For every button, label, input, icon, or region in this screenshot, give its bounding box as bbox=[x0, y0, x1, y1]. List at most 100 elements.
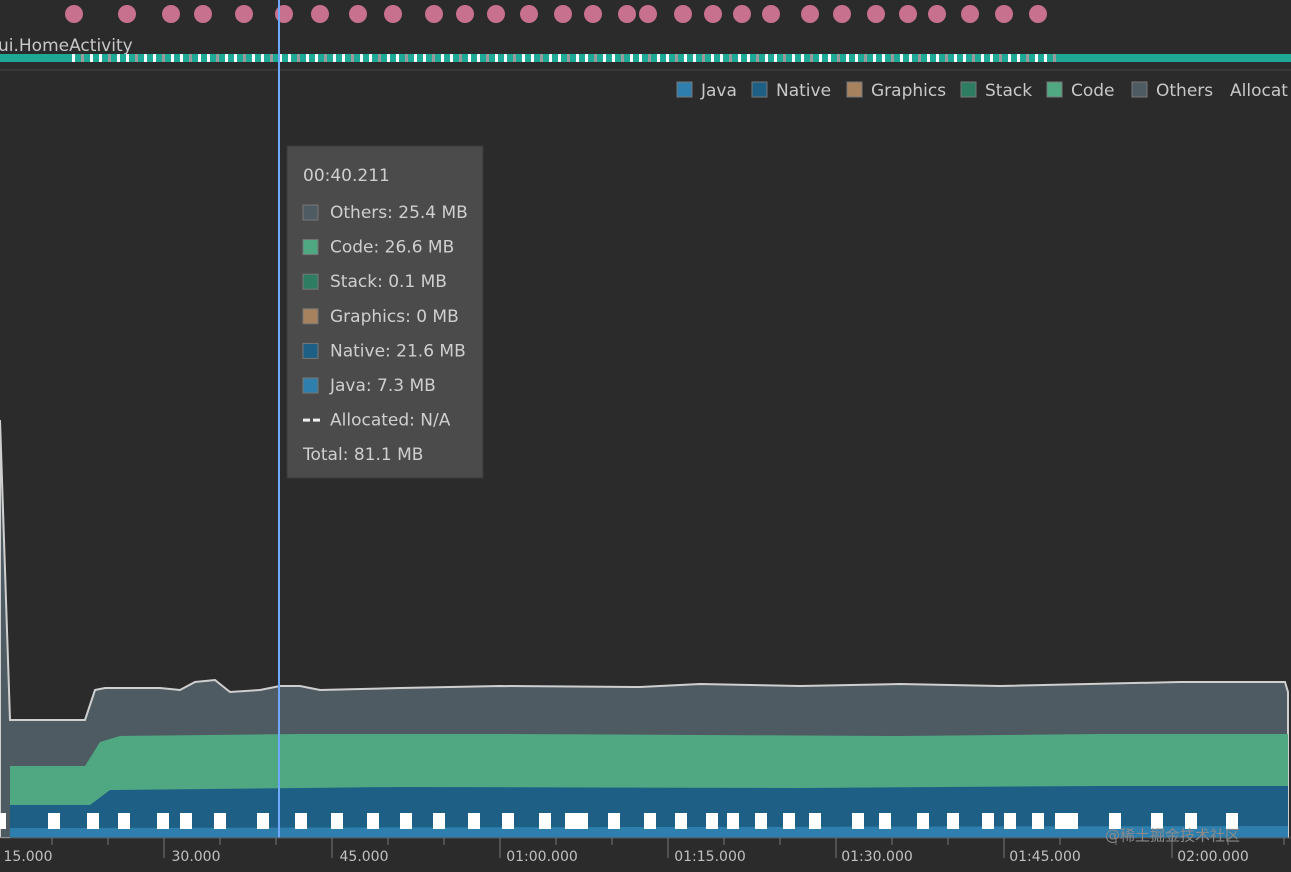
tooltip-swatch bbox=[302, 273, 319, 290]
legend-label: Graphics bbox=[871, 81, 946, 101]
event-dot bbox=[704, 5, 722, 23]
event-dot bbox=[961, 5, 979, 23]
legend-swatch bbox=[1131, 81, 1148, 98]
axis-labels: 15.000 30.000 45.000 01:00.000 01:15.000 01:3… bbox=[4, 838, 1285, 865]
activity-tick bbox=[108, 54, 111, 62]
gc-icon bbox=[675, 813, 687, 829]
activity-tick bbox=[1008, 54, 1011, 62]
activity-tick bbox=[828, 54, 831, 62]
activity-tick bbox=[378, 54, 381, 62]
time-axis bbox=[0, 838, 1291, 872]
gc-icon bbox=[644, 813, 656, 829]
tooltip-line: Java: 7.3 MB bbox=[329, 376, 436, 396]
gc-icon bbox=[118, 813, 130, 829]
event-dot bbox=[425, 5, 443, 23]
legend-label: Others bbox=[1156, 81, 1213, 101]
gc-icon bbox=[576, 813, 588, 829]
event-dot bbox=[899, 5, 917, 23]
legend-swatch bbox=[751, 81, 768, 98]
activity-tick bbox=[954, 54, 957, 62]
axis-label: 45.000 bbox=[340, 849, 389, 865]
activity-tick bbox=[639, 54, 642, 62]
activity-tick bbox=[540, 54, 543, 62]
activity-tick bbox=[738, 54, 741, 62]
legend-label: Java bbox=[700, 81, 737, 101]
gc-icon bbox=[879, 813, 891, 829]
activity-tick bbox=[396, 54, 399, 62]
activity-tick bbox=[459, 54, 462, 62]
activity-tick bbox=[1044, 54, 1047, 62]
gc-icon bbox=[1055, 813, 1067, 829]
activity-tick bbox=[351, 54, 354, 62]
event-dot bbox=[995, 5, 1013, 23]
legend: Java Native Graphics Stack Code Others Allocat bbox=[676, 81, 1288, 101]
activity-tick bbox=[810, 54, 813, 62]
gc-icon bbox=[727, 813, 739, 829]
gc-icon bbox=[809, 813, 821, 829]
activity-tick bbox=[216, 54, 219, 62]
activity-tick bbox=[90, 54, 93, 62]
gc-icon bbox=[982, 813, 994, 829]
activity-tick bbox=[342, 54, 345, 62]
gc-icon bbox=[214, 813, 226, 829]
activity-tick bbox=[693, 54, 696, 62]
event-dot bbox=[733, 5, 751, 23]
activity-tick bbox=[1017, 54, 1020, 62]
activity-tick bbox=[666, 54, 669, 62]
activity-tick bbox=[270, 54, 273, 62]
gc-icon bbox=[295, 813, 307, 829]
activity-tick bbox=[477, 54, 480, 62]
activity-tick bbox=[1053, 54, 1056, 62]
activity-tick bbox=[684, 54, 687, 62]
tooltip-line: Native: 21.6 MB bbox=[330, 341, 466, 361]
event-dot bbox=[762, 5, 780, 23]
gc-icon bbox=[1226, 813, 1238, 829]
activity-tick bbox=[801, 54, 804, 62]
activity-label: ui.HomeActivity bbox=[0, 36, 133, 56]
activity-tick bbox=[450, 54, 453, 62]
tooltip-swatch bbox=[302, 239, 319, 256]
event-dot bbox=[456, 5, 474, 23]
axis-label: 30.000 bbox=[172, 849, 221, 865]
activity-bar bbox=[0, 54, 1291, 62]
event-dot bbox=[618, 5, 636, 23]
tooltip-line: Graphics: 0 MB bbox=[330, 307, 459, 327]
gc-icon bbox=[468, 813, 480, 829]
activity-tick bbox=[900, 54, 903, 62]
gc-icon bbox=[917, 813, 929, 829]
axis-label: 01:30.000 bbox=[841, 849, 913, 865]
axis-label: 01:15.000 bbox=[674, 849, 746, 865]
activity-tick bbox=[522, 54, 525, 62]
activity-tick bbox=[837, 54, 840, 62]
activity-tick bbox=[324, 54, 327, 62]
activity-tick bbox=[774, 54, 777, 62]
activity-tick bbox=[513, 54, 516, 62]
activity-tick bbox=[945, 54, 948, 62]
activity-tick bbox=[657, 54, 660, 62]
gc-icon bbox=[539, 813, 551, 829]
event-dot bbox=[118, 5, 136, 23]
gc-icon bbox=[1004, 813, 1016, 829]
activity-tick bbox=[567, 54, 570, 62]
activity-tick bbox=[729, 54, 732, 62]
activity-tick bbox=[918, 54, 921, 62]
tooltip-time: 00:40.211 bbox=[303, 166, 390, 186]
gc-icon bbox=[1066, 813, 1078, 829]
activity-tick bbox=[360, 54, 363, 62]
java-area bbox=[10, 826, 1288, 838]
gc-icon bbox=[87, 813, 99, 829]
activity-tick bbox=[711, 54, 714, 62]
activity-tick bbox=[549, 54, 552, 62]
activity-tick bbox=[189, 54, 192, 62]
gc-icon bbox=[367, 813, 379, 829]
activity-tick bbox=[252, 54, 255, 62]
activity-tick bbox=[990, 54, 993, 62]
event-dot bbox=[349, 5, 367, 23]
legend-label: Allocat bbox=[1230, 81, 1288, 101]
activity-tick bbox=[585, 54, 588, 62]
legend-swatch bbox=[1046, 81, 1063, 98]
event-dot bbox=[554, 5, 572, 23]
tooltip-box bbox=[286, 145, 484, 479]
activity-tick bbox=[675, 54, 678, 62]
